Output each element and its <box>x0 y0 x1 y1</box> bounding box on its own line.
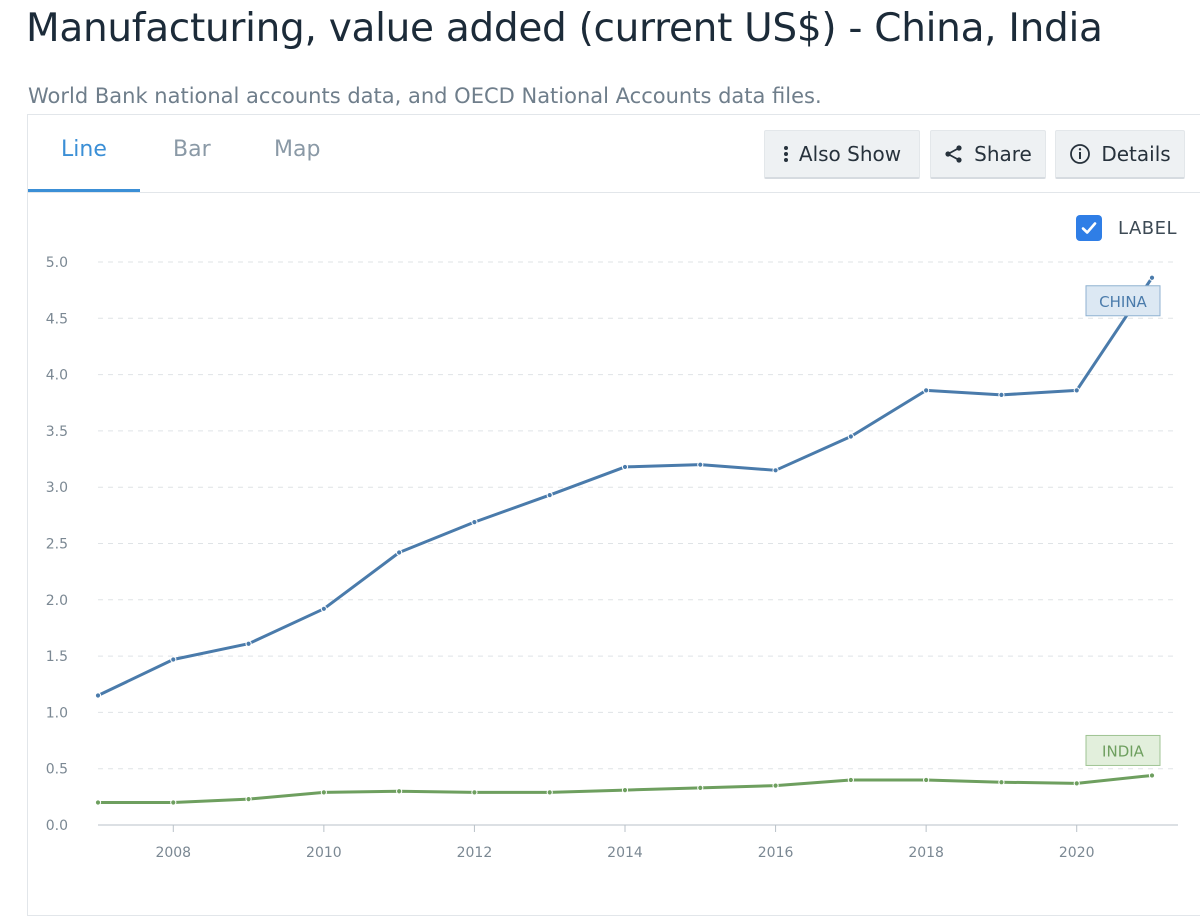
data-point-china <box>320 605 327 612</box>
also-show-label: Also Show <box>798 142 902 166</box>
data-point-china <box>546 491 553 499</box>
y-tick-label: 1.0 <box>46 705 68 721</box>
label-toggle[interactable]: LABEL <box>1076 215 1177 241</box>
y-tick-label: 0.5 <box>46 762 68 778</box>
y-tick-label: 1.5 <box>46 649 68 665</box>
data-point-china <box>94 692 102 699</box>
x-tick-label: 2020 <box>1059 845 1095 861</box>
also-show-button[interactable]: Also Show <box>764 130 920 179</box>
share-label: Share <box>974 142 1032 166</box>
series-label: CHINA <box>1099 293 1147 311</box>
series-line-china <box>97 276 1154 697</box>
data-point-india <box>998 779 1005 786</box>
x-tick-label: 2012 <box>457 845 493 861</box>
share-button[interactable]: Share <box>930 130 1046 179</box>
active-tab-indicator <box>28 189 140 192</box>
data-point-india <box>471 789 478 796</box>
data-point-china <box>471 519 478 526</box>
data-point-india <box>621 786 629 794</box>
x-tick-label: 2014 <box>607 845 643 861</box>
data-point-china <box>621 463 629 471</box>
x-tick-label: 2010 <box>306 845 342 861</box>
series-label-box <box>1085 734 1161 766</box>
y-tick-label: 3.0 <box>46 480 68 496</box>
y-tick-label: 2.0 <box>46 593 68 609</box>
page-title: Manufacturing, value added (current US$)… <box>26 6 1103 51</box>
x-tick-label: 2016 <box>758 845 794 861</box>
y-tick-label: 4.5 <box>46 311 68 327</box>
data-point-india <box>697 784 704 791</box>
data-point-india <box>94 799 102 806</box>
chart-panel: Line Bar Map Also Show Share Details LAB… <box>27 114 1200 916</box>
data-point-china <box>923 387 930 394</box>
data-point-india <box>170 799 177 806</box>
data-point-india <box>772 782 779 789</box>
x-tick-label: 2008 <box>155 845 191 861</box>
data-point-india <box>546 789 553 796</box>
data-point-india <box>923 776 930 784</box>
data-point-china <box>772 467 779 474</box>
data-point-india <box>396 788 403 795</box>
details-label: Details <box>1101 142 1171 166</box>
data-point-india <box>1148 772 1156 779</box>
data-point-china <box>697 461 704 468</box>
data-point-india <box>320 789 327 796</box>
tab-bar: Line Bar Map Also Show Share Details <box>28 115 1200 193</box>
data-point-china <box>1148 274 1156 281</box>
y-tick-label: 5.0 <box>46 255 68 271</box>
data-point-china <box>170 656 177 663</box>
y-tick-label: 4.0 <box>46 368 68 384</box>
info-icon <box>1069 143 1091 165</box>
data-point-china <box>847 433 854 440</box>
checkbox-checked-icon[interactable] <box>1076 215 1102 241</box>
label-toggle-text: LABEL <box>1118 217 1178 239</box>
share-icon <box>944 144 964 164</box>
data-point-china <box>396 549 403 556</box>
details-button[interactable]: Details <box>1055 130 1185 179</box>
tab-map[interactable]: Map <box>274 137 321 162</box>
data-point-china <box>998 391 1005 398</box>
more-vertical-icon <box>783 145 789 163</box>
data-point-india <box>245 796 252 803</box>
y-tick-label: 3.5 <box>46 424 68 440</box>
tab-bar-chart[interactable]: Bar <box>173 137 211 162</box>
line-chart: 0.0 0.5 1.0 1.5 2.0 2.5 3.0 3.5 4.0 4.5 5.0 2008 201… <box>46 255 1178 861</box>
y-tick-label: 2.5 <box>46 537 68 553</box>
data-point-india <box>1073 780 1080 787</box>
source-note: World Bank national accounts data, and O… <box>28 84 822 108</box>
series-label-box <box>1085 285 1161 317</box>
data-point-china <box>1073 387 1080 394</box>
x-tick-label: 2018 <box>908 845 944 861</box>
data-point-china <box>245 640 252 647</box>
tab-line[interactable]: Line <box>61 137 107 162</box>
data-point-india <box>847 776 854 784</box>
y-tick-label: 0.0 <box>46 818 68 834</box>
series-label: INDIA <box>1102 742 1145 760</box>
